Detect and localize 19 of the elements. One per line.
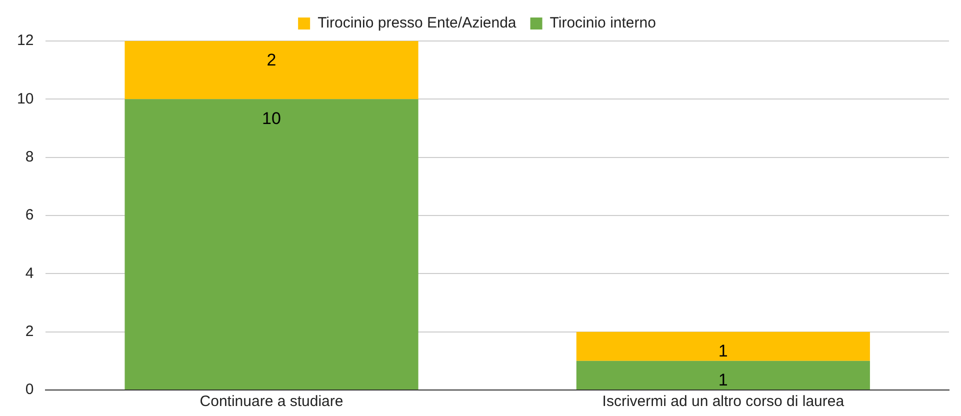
y-tick-label: 2	[25, 322, 34, 340]
x-tick-label: Continuare a studiare	[200, 393, 344, 410]
bar	[124, 99, 418, 390]
y-tick-label: 10	[16, 90, 34, 108]
data-label: 1	[718, 342, 728, 361]
data-label: 2	[266, 50, 276, 70]
data-label: 10	[262, 108, 281, 128]
y-tick-label: 4	[25, 264, 34, 282]
legend-label: Tirocinio presso Ente/Azienda	[318, 14, 517, 32]
bar	[124, 41, 418, 100]
y-tick-label: 6	[25, 206, 34, 224]
bar	[576, 332, 870, 361]
x-tick-label: Iscrivermi ad un altro corso di laurea	[602, 393, 845, 410]
y-tick-label: 8	[25, 148, 34, 166]
bar	[576, 360, 870, 390]
legend-label: Tirocinio interno	[550, 14, 656, 32]
y-tick-label: 0	[25, 381, 34, 398]
data-label: 1	[718, 370, 728, 390]
y-tick-label: 12	[16, 32, 34, 50]
